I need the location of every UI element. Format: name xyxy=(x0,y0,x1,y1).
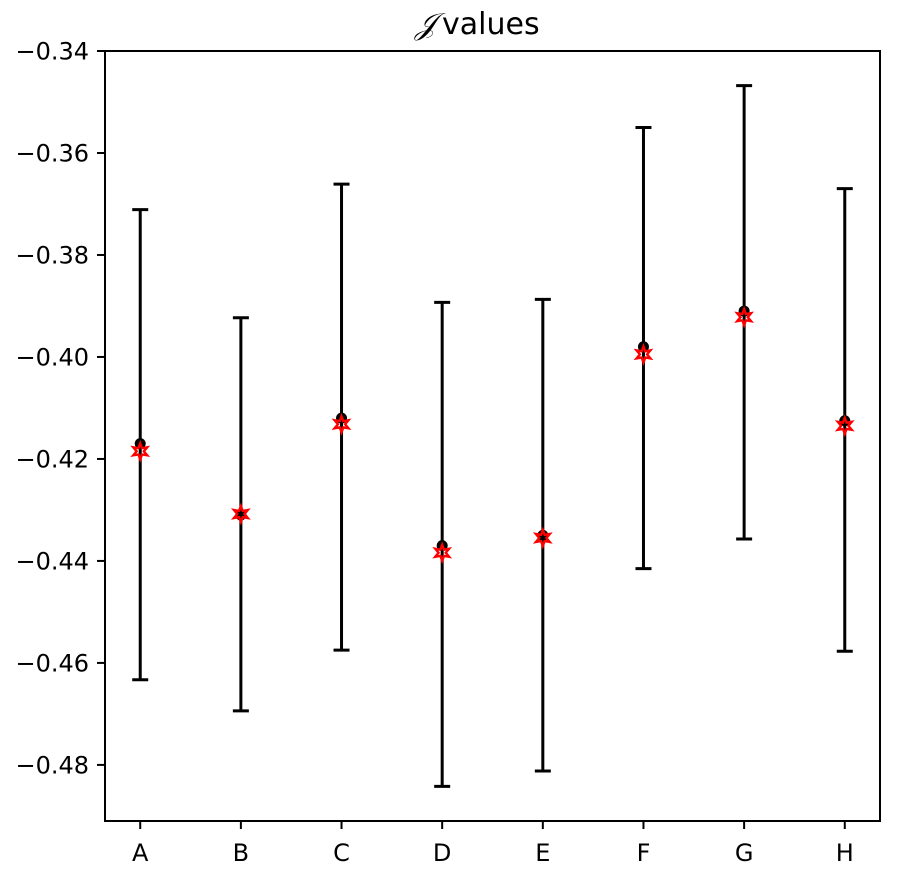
markers xyxy=(130,305,855,565)
x-tick-label: A xyxy=(132,839,149,867)
point-star-F xyxy=(633,342,654,366)
y-tick-label: −0.44 xyxy=(15,547,89,575)
x-tick-label: E xyxy=(535,839,550,867)
x-tick-label: B xyxy=(233,839,249,867)
plot-frame xyxy=(104,50,881,822)
point-star-A xyxy=(130,439,151,463)
x-tick-label: D xyxy=(433,839,451,867)
y-tick-label: −0.34 xyxy=(15,38,89,66)
chart-title-text: values xyxy=(442,7,540,42)
y-tick-label: −0.46 xyxy=(15,649,89,677)
y-tick-label: −0.38 xyxy=(15,241,89,269)
x-tick-label: H xyxy=(836,839,854,867)
x-tick-label: C xyxy=(333,839,350,867)
point-star-E xyxy=(532,526,553,550)
point-star-D xyxy=(432,541,453,565)
y-axis: −0.34 −0.36 −0.38 −0.40 −0.42 −0.44 −0.46 −0.48 xyxy=(15,38,105,779)
x-tick-label: F xyxy=(637,839,651,867)
point-star-B xyxy=(230,502,251,526)
x-tick-label: G xyxy=(735,839,754,867)
x-axis: A B C D E F G H xyxy=(132,821,854,867)
point-star-H xyxy=(834,414,855,438)
error-bars xyxy=(132,84,853,788)
y-tick-label: −0.48 xyxy=(15,751,89,779)
point-star-G xyxy=(734,305,755,329)
y-tick-label: −0.36 xyxy=(15,139,89,167)
y-tick-label: −0.40 xyxy=(15,343,89,371)
point-star-C xyxy=(331,412,352,436)
chart-title: 𝒥 values xyxy=(413,7,539,42)
y-tick-label: −0.42 xyxy=(15,445,89,473)
